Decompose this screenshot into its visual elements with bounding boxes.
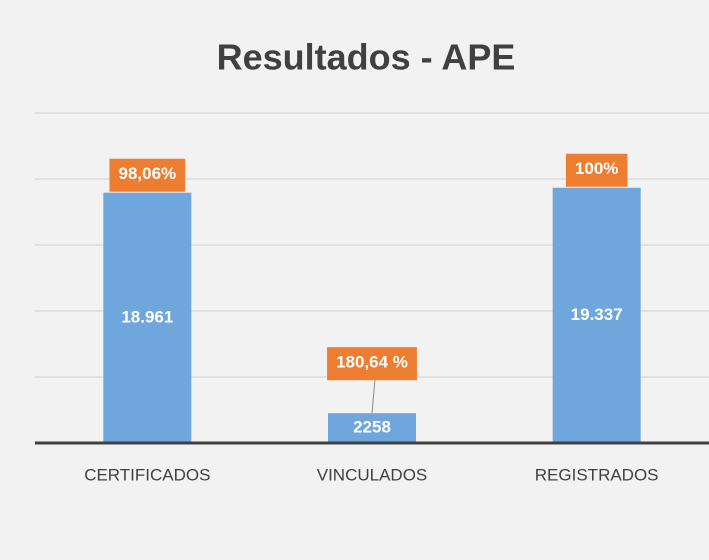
x-tick-label: CERTIFICADOS (84, 465, 210, 484)
annotation-box (109, 158, 186, 192)
bar (103, 192, 192, 443)
x-tick-label: REGISTRADOS (535, 465, 659, 484)
annotation-label: 98,06% (118, 164, 176, 183)
annotation-box (327, 347, 417, 381)
bar (552, 187, 641, 443)
value-label: 2258 (353, 418, 391, 437)
leader-line (371, 379, 376, 414)
value-label: 18.961 (121, 307, 173, 326)
x-tick-label: VINCULADOS (317, 465, 428, 484)
annotation-box (565, 153, 628, 187)
annotation-label: 100% (575, 159, 618, 178)
chart-title: Resultados - APE (217, 37, 516, 78)
bar (328, 413, 416, 443)
value-label: 19.337 (571, 305, 623, 324)
annotation-label: 180,64 % (336, 353, 408, 372)
